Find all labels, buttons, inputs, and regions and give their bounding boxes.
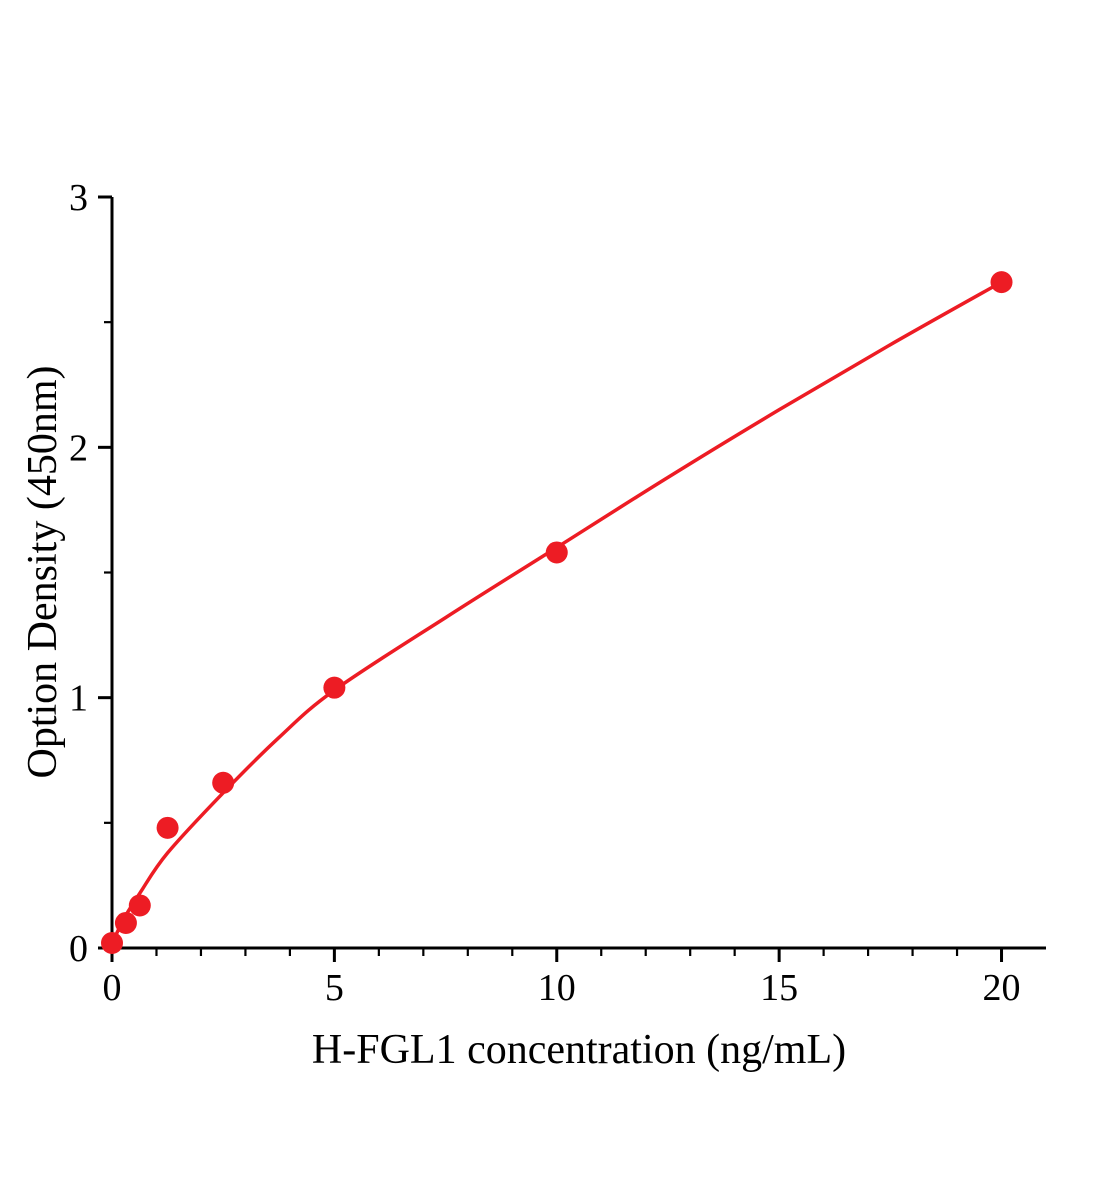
y-tick-label: 2 — [69, 427, 88, 469]
y-axis-title: Option Density (450nm) — [20, 365, 66, 779]
x-tick-label: 20 — [983, 967, 1021, 1009]
data-point — [990, 271, 1013, 294]
data-point — [156, 816, 179, 839]
data-point — [323, 676, 346, 699]
y-tick-label: 1 — [69, 678, 88, 720]
data-point — [128, 894, 151, 917]
data-point — [114, 911, 137, 934]
x-tick-label: 5 — [325, 967, 344, 1009]
x-tick-label: 15 — [760, 967, 798, 1009]
fit-curve — [110, 280, 1004, 945]
data-point — [545, 541, 568, 564]
x-tick-label: 10 — [538, 967, 576, 1009]
y-tick-label: 0 — [69, 928, 88, 970]
data-point — [212, 771, 235, 794]
x-tick-label: 0 — [103, 967, 122, 1009]
data-point — [101, 931, 123, 954]
x-axis-title: H-FGL1 concentration (ng/mL) — [311, 1027, 847, 1073]
y-tick-label: 3 — [69, 177, 88, 219]
